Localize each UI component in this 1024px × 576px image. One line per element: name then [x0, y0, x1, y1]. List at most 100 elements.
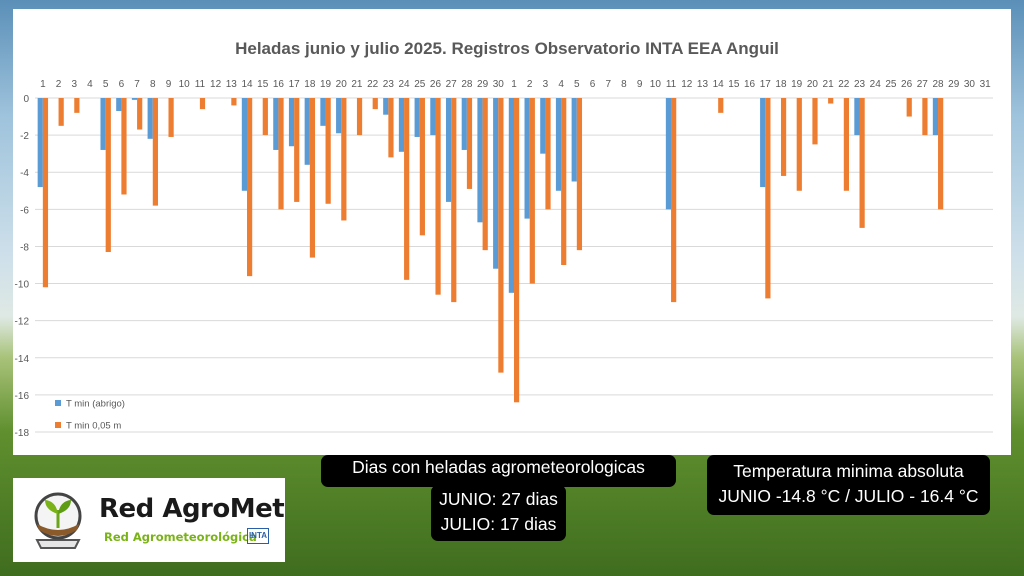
bar-abrigo — [430, 98, 436, 136]
globe-sprout-icon — [34, 492, 82, 549]
y-tick-label: -14 — [15, 354, 30, 365]
bar-suelo — [812, 98, 818, 145]
bar-suelo — [765, 98, 771, 299]
bar-suelo — [42, 98, 49, 288]
bar-suelo — [74, 98, 80, 113]
frost-days-title: Dias con heladas agrometeorologicas — [352, 457, 645, 477]
bar-suelo — [906, 98, 912, 117]
bar-abrigo — [477, 98, 483, 223]
x-tick-label: 1 — [40, 79, 46, 90]
bar-abrigo — [665, 98, 672, 210]
bar-suelo — [529, 98, 535, 284]
logo-subtitle: Red Agrometeorológica — [104, 530, 257, 544]
bar-suelo — [545, 98, 551, 210]
bar-abrigo — [320, 98, 326, 126]
bar-suelo — [58, 98, 64, 126]
red-agromet-logo: Red AgroMet Red Agrometeorológica INTA — [13, 478, 285, 562]
bar-abrigo — [760, 98, 766, 188]
bar-suelo — [325, 98, 331, 204]
x-tick-label: 27 — [917, 79, 929, 90]
x-tick-label: 13 — [226, 79, 238, 90]
bar-abrigo — [854, 98, 860, 136]
bar-suelo — [309, 98, 316, 258]
frost-days-july: JULIO: 17 dias — [440, 514, 557, 534]
bar-suelo — [780, 98, 787, 176]
bar-suelo — [466, 98, 473, 189]
bar-abrigo — [131, 98, 138, 100]
x-tick-label: 25 — [885, 79, 897, 90]
bar-suelo — [718, 98, 724, 113]
x-tick-label: 19 — [791, 79, 803, 90]
legend-label: T min (abrigo) — [66, 399, 125, 410]
bar-suelo — [843, 98, 850, 191]
bar-abrigo — [398, 98, 405, 152]
x-tick-label: 28 — [932, 79, 944, 90]
bar-abrigo — [540, 98, 546, 154]
x-tick-label: 16 — [273, 79, 285, 90]
min-temp-values: JUNIO -14.8 °C / JULIO - 16.4 °C — [718, 486, 979, 506]
x-tick-label: 29 — [948, 79, 960, 90]
x-tick-label: 15 — [728, 79, 740, 90]
x-tick-label: 2 — [527, 79, 533, 90]
bar-abrigo — [116, 98, 122, 111]
x-tick-label: 8 — [150, 79, 156, 90]
x-tick-label: 21 — [823, 79, 835, 90]
bar-suelo — [168, 98, 174, 137]
x-tick-label: 10 — [650, 79, 662, 90]
y-tick-label: -12 — [15, 317, 30, 328]
x-tick-label: 9 — [637, 79, 643, 90]
x-tick-label: 20 — [336, 79, 348, 90]
bar-suelo — [388, 98, 394, 158]
x-tick-label: 18 — [775, 79, 787, 90]
x-tick-label: 22 — [367, 79, 379, 90]
x-tick-label: 14 — [241, 79, 253, 90]
x-tick-label: 8 — [621, 79, 627, 90]
x-tick-label: 17 — [289, 79, 301, 90]
bar-abrigo — [147, 98, 153, 139]
x-tick-label: 15 — [257, 79, 269, 90]
bar-abrigo — [241, 98, 248, 191]
bar-suelo — [152, 98, 158, 206]
bar-abrigo — [445, 98, 452, 202]
y-tick-label: -6 — [20, 205, 29, 216]
bar-suelo — [137, 98, 143, 130]
legend-swatch — [55, 400, 61, 406]
x-tick-label: 17 — [760, 79, 772, 90]
bar-suelo — [294, 98, 300, 202]
x-tick-label: 18 — [304, 79, 316, 90]
x-tick-label: 30 — [964, 79, 976, 90]
x-tick-label: 6 — [119, 79, 125, 90]
y-tick-label: -10 — [15, 280, 30, 291]
legend-swatch — [55, 422, 61, 428]
frost-days-box: Dias con heladas agrometeorologicas — [321, 455, 676, 487]
logo-title: Red AgroMet — [99, 494, 285, 524]
bar-abrigo — [383, 98, 389, 115]
x-tick-label: 23 — [854, 79, 866, 90]
bar-abrigo — [100, 98, 106, 150]
bar-suelo — [482, 98, 488, 251]
bar-abrigo — [555, 98, 562, 191]
bar-abrigo — [493, 98, 499, 269]
min-temp-title: Temperatura minima absoluta — [733, 461, 964, 481]
bar-suelo — [828, 98, 834, 104]
bar-abrigo — [336, 98, 342, 134]
bar-abrigo — [932, 98, 939, 136]
x-tick-label: 7 — [605, 79, 611, 90]
x-tick-label: 23 — [383, 79, 395, 90]
x-tick-label: 5 — [103, 79, 109, 90]
bar-suelo — [435, 98, 441, 295]
bar-suelo — [231, 98, 237, 106]
bar-suelo — [514, 98, 520, 403]
bar-suelo — [105, 98, 111, 253]
bar-suelo — [341, 98, 347, 221]
bar-suelo — [278, 98, 284, 210]
bar-suelo — [561, 98, 567, 265]
y-tick-label: -4 — [20, 168, 29, 179]
x-tick-label: 26 — [901, 79, 913, 90]
bar-suelo — [356, 98, 363, 136]
frost-chart: Heladas junio y julio 2025. Registros Ob… — [15, 39, 993, 439]
frost-days-counts-box: JUNIO: 27 dias JULIO: 17 dias — [431, 485, 566, 541]
x-tick-label: 14 — [713, 79, 725, 90]
x-tick-label: 5 — [574, 79, 580, 90]
bar-abrigo — [304, 98, 310, 165]
